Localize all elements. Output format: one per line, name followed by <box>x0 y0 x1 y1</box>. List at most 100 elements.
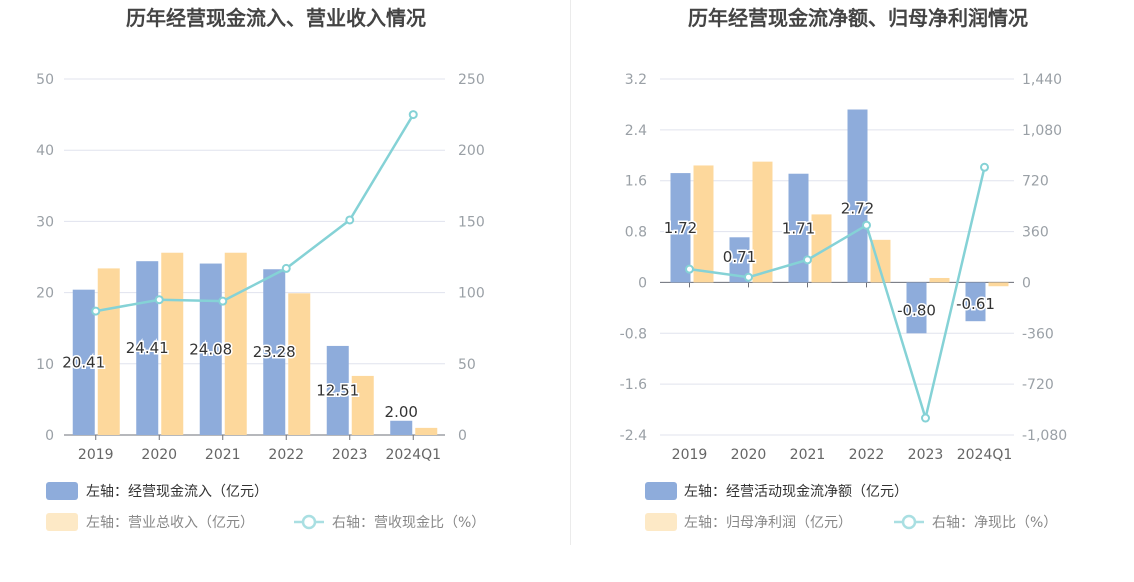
right-axis-tick-label: -360 <box>1022 326 1054 342</box>
bar-data-label: 20.41 <box>62 353 105 371</box>
right-axis-tick-label: 720 <box>1022 174 1049 190</box>
right-axis-tick-label: 150 <box>458 214 485 230</box>
right-axis-tick-label: 200 <box>458 143 485 159</box>
left-axis-tick-label: 40 <box>36 143 54 159</box>
x-axis-label: 2022 <box>268 447 304 463</box>
left-axis-tick-label: 1.6 <box>625 174 647 190</box>
bar-series1-2020 <box>136 261 159 435</box>
chart-title: 历年经营现金流净额、归母净利润情况 <box>688 6 1028 30</box>
line-series <box>689 167 986 423</box>
right-axis-tick-label: 100 <box>458 286 485 302</box>
legend-label: 左轴：归母净利润（亿元） <box>684 514 852 531</box>
line-point-2020 <box>154 295 164 305</box>
right-axis-tick-label: 1,080 <box>1022 123 1062 139</box>
right-axis-tick-label: 50 <box>458 357 476 373</box>
cash-inflow-revenue-chart: 历年经营现金流入、营业收入情况 0 10 20 30 40 50 0 50 100 150 200 25… <box>36 6 485 531</box>
line-point-2024Q1 <box>980 162 989 172</box>
x-axis-label: 2020 <box>141 447 177 463</box>
bar-data-label: 2.00 <box>385 403 418 421</box>
bar-series1-2023 <box>326 345 349 435</box>
x-axis-label: 2024Q1 <box>957 447 1013 463</box>
x-axis-label: 2019 <box>78 447 114 463</box>
left-axis-tick-label: -1.6 <box>620 377 647 393</box>
x-axis-label: 2024Q1 <box>385 447 441 463</box>
right-axis-tick-label: -1,080 <box>1022 428 1067 444</box>
bar-data-label: 24.41 <box>126 339 169 357</box>
line-point-2022 <box>281 263 291 273</box>
legend-label: 右轴：营收现金比（%） <box>332 515 485 531</box>
bar-data-label: 23.28 <box>253 343 296 361</box>
bar-data-label: -0.61 <box>956 295 995 313</box>
left-axis-tick-label: 0 <box>638 275 647 291</box>
legend-swatch-1 <box>645 513 677 531</box>
right-axis-tick-label: -720 <box>1022 377 1054 393</box>
bar-series2-2019 <box>97 268 120 435</box>
chart-divider <box>570 0 571 545</box>
legend-label: 左轴：经营活动现金流净额（亿元） <box>684 484 908 500</box>
legend-swatch-point <box>301 514 317 530</box>
bar-series1-2021 <box>199 263 222 435</box>
x-axis-label: 2021 <box>790 447 826 463</box>
legend-label: 左轴：营业总收入（亿元） <box>86 515 254 531</box>
bar-series2-2022 <box>288 293 311 435</box>
bar-series1-2022 <box>263 269 286 435</box>
left-axis-tick-label: 0.8 <box>625 225 647 241</box>
bar-data-label: 2.72 <box>841 199 874 217</box>
left-axis-tick-label: 30 <box>36 214 54 230</box>
x-axis-label: 2022 <box>849 447 885 463</box>
left-axis-tick-label: 10 <box>36 357 54 373</box>
legend-swatch-1 <box>46 513 78 531</box>
legend-swatch-0 <box>645 482 677 500</box>
bar-series2-2024Q1 <box>415 427 438 435</box>
line-point-2022 <box>862 220 871 230</box>
bar-data-label: 24.08 <box>189 340 232 358</box>
left-axis-tick-label: -0.8 <box>620 326 647 342</box>
bar-series2-2023 <box>351 375 374 435</box>
legend-label: 右轴：净现比（%） <box>932 515 1057 531</box>
bar-series1-2019 <box>72 289 95 435</box>
bar-series1-2022 <box>847 109 868 283</box>
right-axis-tick-label: 250 <box>458 72 485 88</box>
bar-data-label: -0.80 <box>897 301 936 319</box>
left-axis-tick-label: 20 <box>36 286 54 302</box>
line-point-2019 <box>685 264 694 274</box>
legend-swatch-0 <box>46 482 78 500</box>
x-axis-label: 2023 <box>332 447 368 463</box>
left-axis-tick-label: 50 <box>36 72 54 88</box>
bar-series1-2023 <box>906 282 927 334</box>
x-axis-label: 2023 <box>908 447 944 463</box>
bar-series2-2024Q1 <box>988 282 1009 287</box>
bar-data-label: 1.72 <box>664 219 697 237</box>
x-axis-label: 2019 <box>672 447 708 463</box>
bar-data-label: 12.51 <box>316 381 359 399</box>
x-axis-label: 2021 <box>205 447 241 463</box>
right-axis-tick-label: 0 <box>458 428 467 444</box>
chart-title: 历年经营现金流入、营业收入情况 <box>126 6 426 30</box>
line-point-2020 <box>744 272 753 282</box>
line-series <box>95 113 415 313</box>
line-point-2023 <box>921 413 930 423</box>
legend-label: 左轴：经营现金流入（亿元） <box>86 484 268 500</box>
bar-series2-2019 <box>693 165 714 283</box>
line-point-2023 <box>345 215 355 225</box>
bar-series1-2020 <box>729 237 750 283</box>
right-axis-tick-label: 1,440 <box>1022 72 1062 88</box>
line-point-2021 <box>218 296 228 306</box>
bar-series1-2021 <box>788 173 809 283</box>
left-axis-tick-label: -2.4 <box>620 428 647 444</box>
bar-data-label: 0.71 <box>723 248 756 266</box>
bar-series1-2019 <box>670 173 691 283</box>
x-axis-label: 2020 <box>731 447 767 463</box>
bar-data-label: 1.71 <box>782 220 815 238</box>
line-point-2021 <box>803 255 812 265</box>
legend-swatch-point <box>901 514 917 530</box>
bar-series2-2020 <box>161 252 184 435</box>
bar-series2-2020 <box>752 161 773 283</box>
left-axis-tick-label: 3.2 <box>625 72 647 88</box>
bar-series1-2024Q1 <box>390 420 413 435</box>
right-axis-tick-label: 0 <box>1022 275 1031 291</box>
bar-series2-2021 <box>811 214 832 283</box>
left-axis-tick-label: 2.4 <box>625 123 647 139</box>
bar-series1-2024Q1 <box>965 282 986 322</box>
right-axis-tick-label: 360 <box>1022 225 1049 241</box>
